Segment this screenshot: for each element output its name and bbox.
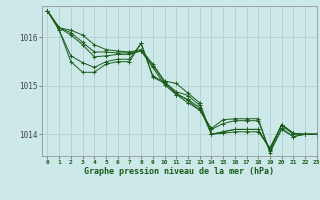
X-axis label: Graphe pression niveau de la mer (hPa): Graphe pression niveau de la mer (hPa) [84, 167, 274, 176]
